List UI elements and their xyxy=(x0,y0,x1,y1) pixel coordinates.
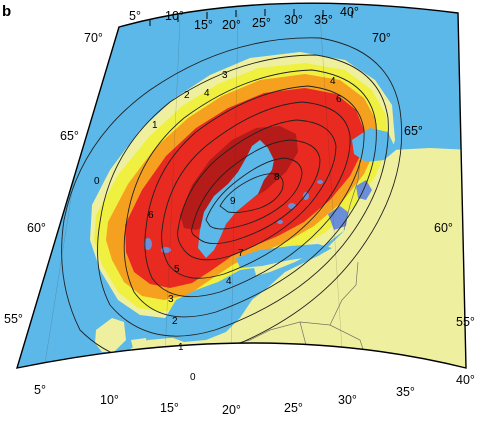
lat-right-label: 65° xyxy=(404,124,423,138)
contour-label: 6 xyxy=(148,210,154,221)
contour-label: 4 xyxy=(330,76,336,87)
lat-left-label: 65° xyxy=(60,129,79,143)
uplift-contours xyxy=(61,37,403,364)
lon-bottom-label: 20° xyxy=(222,403,241,417)
lon-top-label: 10° xyxy=(165,9,184,23)
lon-top-label: 5° xyxy=(129,9,141,23)
lat-right-label: 70° xyxy=(372,31,391,45)
contour-label: 2 xyxy=(184,90,190,101)
lon-top-label: 35° xyxy=(314,13,333,27)
contour-label: 1 xyxy=(178,342,184,353)
contour-label: 7 xyxy=(238,248,244,259)
top-ticks xyxy=(149,9,353,26)
lat-left-label: 70° xyxy=(84,31,103,45)
contour-label: 9 xyxy=(230,196,236,207)
contour-label: 6 xyxy=(336,94,342,105)
contour-label: 3 xyxy=(168,294,174,305)
contour-label: 8 xyxy=(274,172,280,183)
lon-top-label: 25° xyxy=(252,16,271,30)
lon-bottom-label: 10° xyxy=(100,393,119,407)
panel-letter: b xyxy=(2,3,11,20)
lon-bottom-label: 40° xyxy=(456,373,475,387)
lon-top-label: 20° xyxy=(222,18,241,32)
contour-label: 4 xyxy=(204,88,210,99)
contour-label: 5 xyxy=(174,264,180,275)
lon-top-label: 40° xyxy=(340,5,359,19)
contour-labels: 0 0 1 1 2 2 3 3 4 4 4 5 6 6 7 8 9 xyxy=(94,70,342,383)
gulf-of-finland xyxy=(236,244,332,268)
contour-label: 4 xyxy=(226,276,232,287)
contour-label: 0 xyxy=(94,176,100,187)
lat-left-label: 60° xyxy=(27,221,46,235)
white-sea xyxy=(352,128,396,162)
lat-left-label: 55° xyxy=(4,312,23,326)
lon-bottom-label: 35° xyxy=(396,385,415,399)
lon-bottom-label: 25° xyxy=(284,401,303,415)
lon-top-label: 15° xyxy=(194,18,213,32)
contour-label: 1 xyxy=(152,120,158,131)
contour-label: 0 xyxy=(190,372,196,383)
lon-bottom-label: 5° xyxy=(34,383,46,397)
contour-label: 3 xyxy=(222,70,228,81)
map-frame xyxy=(15,2,467,369)
lat-right-label: 60° xyxy=(434,221,453,235)
lon-top-label: 30° xyxy=(284,13,303,27)
contour-label: 2 xyxy=(172,316,178,327)
denmark xyxy=(95,318,126,352)
lon-bottom-label: 30° xyxy=(338,393,357,407)
lon-bottom-label: 15° xyxy=(160,401,179,415)
lat-right-label: 55° xyxy=(456,315,475,329)
